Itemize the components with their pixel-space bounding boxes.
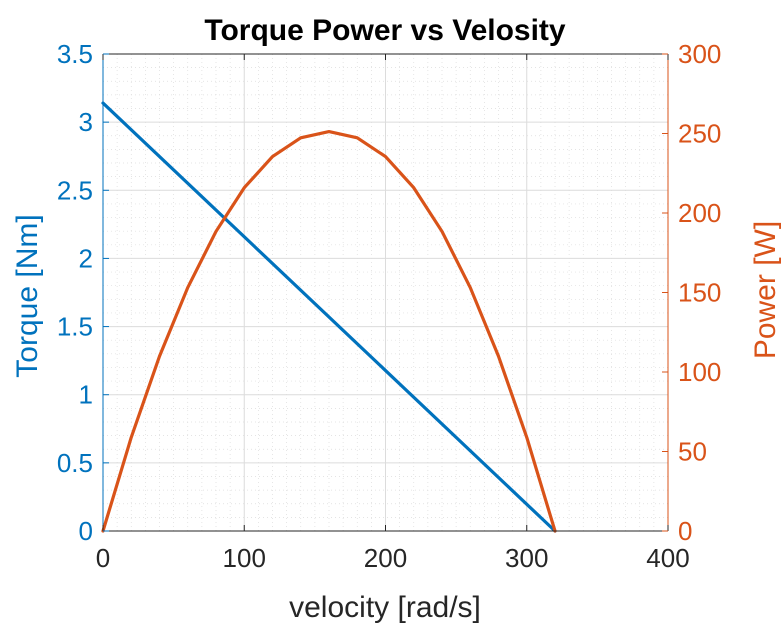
y-right-axis-label: Power [W] [749, 221, 781, 359]
y-right-tick-label: 100 [678, 357, 721, 387]
y-left-tick-label: 0.5 [57, 448, 93, 478]
y-right-tick-label: 200 [678, 198, 721, 228]
y-left-tick-label: 3.5 [57, 39, 93, 69]
x-axis-label: velocity [rad/s] [289, 591, 481, 624]
y-left-tick-label: 2.5 [57, 175, 93, 205]
x-tick-label: 200 [364, 543, 407, 573]
x-tick-label: 400 [646, 543, 689, 573]
series-layer [101, 101, 557, 533]
chart-title: Torque Power vs Velosity [204, 14, 566, 47]
y-left-axis-label: Torque [Nm] [11, 214, 44, 377]
y-right-tick-label: 150 [678, 278, 721, 308]
y-right-tick-label: 300 [678, 39, 721, 69]
y-left-tick-label: 1.5 [57, 312, 93, 342]
x-tick-label: 300 [505, 543, 548, 573]
torque-series-line [101, 101, 557, 533]
y-left-tick-label: 1 [79, 380, 93, 410]
y-left-tick-label: 0 [79, 516, 93, 546]
x-tick-label: 100 [223, 543, 266, 573]
power-series-line [101, 129, 557, 533]
axes: 0 100 200 300 40000.511.522.533.505010015020… [57, 39, 722, 573]
y-left-tick-label: 2 [79, 243, 93, 273]
grid [102, 53, 669, 532]
y-left-tick-label: 3 [79, 107, 93, 137]
x-tick-label: 0 [96, 543, 110, 573]
y-right-tick-label: 250 [678, 119, 721, 149]
y-right-tick-label: 0 [678, 516, 692, 546]
y-right-tick-label: 50 [678, 437, 707, 467]
